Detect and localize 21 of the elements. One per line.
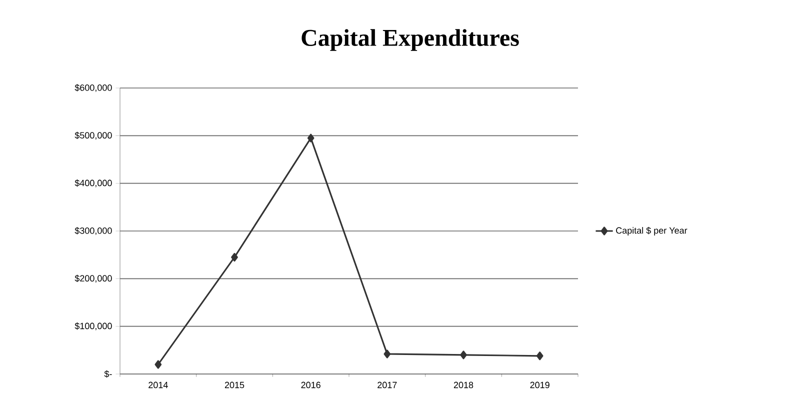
y-tick-label: $300,000 <box>74 227 112 235</box>
x-tick-label: 2019 <box>530 382 550 388</box>
chart-title: Capital Expenditures <box>302 29 519 51</box>
x-tick-label: 2014 <box>148 382 168 388</box>
point <box>384 350 391 358</box>
y-tick-label: $- <box>104 370 112 378</box>
point <box>536 352 544 360</box>
point <box>231 252 238 262</box>
x-tick-label: 2018 <box>454 382 474 388</box>
x-tick-label: 2017 <box>378 382 397 388</box>
point <box>154 360 162 369</box>
point <box>307 134 314 142</box>
x-tick-label: 2015 <box>224 382 244 388</box>
x-tick-label: 2016 <box>301 382 320 388</box>
point <box>460 350 467 360</box>
y-tick-label: $100,000 <box>74 322 112 330</box>
y-tick-label: $600,000 <box>74 84 112 92</box>
y-tick-label: $500,000 <box>74 132 112 140</box>
y-tick-label: $400,000 <box>74 179 112 188</box>
legend-label: Capital $ per Year <box>616 226 688 236</box>
y-tick-label: $200,000 <box>74 274 112 283</box>
